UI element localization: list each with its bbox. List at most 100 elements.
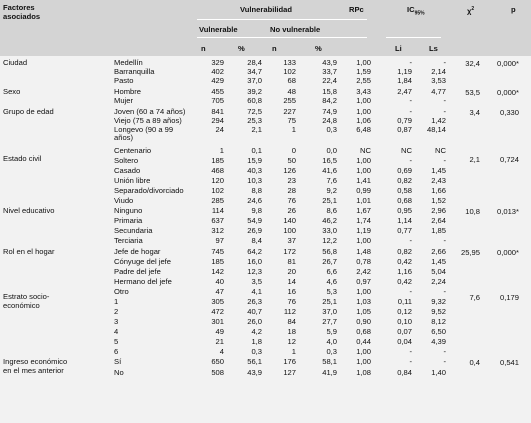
value-rpc: 3,43 xyxy=(356,87,371,96)
value-n2: 176 xyxy=(283,357,296,366)
value-p2: 84,2 xyxy=(322,96,337,105)
value-ls: 2,64 xyxy=(431,216,446,225)
value-rpc: 1,19 xyxy=(356,226,371,235)
value-n2: 48 xyxy=(287,87,296,96)
value-p2: 58,1 xyxy=(322,357,337,366)
header-p: p xyxy=(511,5,516,14)
value-li: 1,16 xyxy=(397,267,412,276)
category-label: Jefe de hogar xyxy=(114,247,161,256)
category-label: 6 xyxy=(114,347,119,356)
value-ls: 2,96 xyxy=(431,206,446,215)
value-p2: 9,2 xyxy=(326,186,337,195)
value-li: 0,10 xyxy=(397,317,412,326)
value-p2: 4,0 xyxy=(326,337,337,346)
value-n2: 227 xyxy=(283,107,296,116)
value-ls: 1,40 xyxy=(431,368,446,377)
value-p2: 0,3 xyxy=(326,347,337,356)
value-p2: 43,9 xyxy=(322,58,337,67)
p-value: 0,013* xyxy=(497,207,519,216)
value-li: - xyxy=(409,96,412,105)
value-li: 2,47 xyxy=(397,87,412,96)
value-n1: 142 xyxy=(211,267,224,276)
header-n: n xyxy=(272,44,277,53)
category-label: Casado xyxy=(114,166,141,175)
category-label: Cónyuge del jefe xyxy=(114,257,171,266)
value-li: NC xyxy=(401,146,412,155)
value-p2: 0,3 xyxy=(326,125,337,134)
category-label: Hermano del jefe xyxy=(114,277,172,286)
value-rpc: 1,59 xyxy=(356,67,371,76)
value-n2: 133 xyxy=(283,58,296,67)
value-n2: 0 xyxy=(291,146,296,155)
value-rpc: 0,78 xyxy=(356,257,371,266)
value-n1: 21 xyxy=(215,337,224,346)
value-p1: 9,8 xyxy=(251,206,262,215)
value-li: - xyxy=(409,107,412,116)
group-label: Estado civil xyxy=(3,154,42,163)
p-value: 0,000* xyxy=(497,88,519,97)
value-li: 1,84 xyxy=(397,76,412,85)
value-li: 0,84 xyxy=(397,368,412,377)
header-no-vulnerable: No vulnerable xyxy=(270,25,321,34)
header-pct: % xyxy=(315,44,322,53)
value-p1: 54,9 xyxy=(247,216,262,225)
header-factor: asociados xyxy=(3,12,41,21)
table-body xyxy=(0,56,531,423)
value-n1: 49 xyxy=(215,327,224,336)
value-p2: 5,3 xyxy=(326,287,337,296)
value-p1: 34,7 xyxy=(247,67,262,76)
value-rpc: 1,00 xyxy=(356,156,371,165)
value-li: 0,11 xyxy=(397,297,412,306)
value-n1: 637 xyxy=(211,216,224,225)
value-ls: - xyxy=(443,236,446,245)
value-rpc: 2,42 xyxy=(356,267,371,276)
value-li: 0,58 xyxy=(397,186,412,195)
value-rpc: 0,99 xyxy=(356,186,371,195)
category-label: 2 xyxy=(114,307,119,316)
value-n2: 140 xyxy=(283,216,296,225)
value-p1: 4,2 xyxy=(251,327,262,336)
value-ls: 1,42 xyxy=(431,116,446,125)
header-ic: IC95% xyxy=(407,5,425,17)
value-p1: 24,6 xyxy=(247,196,262,205)
value-p2: 8,6 xyxy=(326,206,337,215)
value-li: - xyxy=(409,347,412,356)
category-label: años) xyxy=(114,133,133,142)
header-pct: % xyxy=(238,44,245,53)
category-label: Viudo xyxy=(114,196,134,205)
value-ls: 1,52 xyxy=(431,196,446,205)
value-p1: 43,9 xyxy=(247,368,262,377)
value-ls: 48,14 xyxy=(426,125,446,134)
value-n1: 429 xyxy=(211,76,224,85)
value-n1: 841 xyxy=(211,107,224,116)
header-rpc: RPc xyxy=(349,5,364,14)
value-n1: 455 xyxy=(211,87,224,96)
header-divider xyxy=(197,37,367,38)
value-p2: 74,9 xyxy=(322,107,337,116)
header-chi: χ2 xyxy=(467,6,475,16)
category-label: Separado/divorciado xyxy=(114,186,184,195)
value-p2: 46,2 xyxy=(322,216,337,225)
chi-value: 25,95 xyxy=(460,248,480,257)
value-ls: - xyxy=(443,156,446,165)
value-li: 0,79 xyxy=(397,116,412,125)
value-n1: 294 xyxy=(211,116,224,125)
value-li: 0,77 xyxy=(397,226,412,235)
value-p2: 22,4 xyxy=(322,76,337,85)
category-label: Medellín xyxy=(114,58,143,67)
value-n1: 114 xyxy=(211,206,224,215)
value-p2: 56,8 xyxy=(322,247,337,256)
value-p2: 41,6 xyxy=(322,166,337,175)
value-n2: 14 xyxy=(287,277,296,286)
value-n1: 24 xyxy=(215,125,224,134)
value-rpc: 1,67 xyxy=(356,206,371,215)
value-p1: 0,3 xyxy=(251,347,262,356)
value-n1: 468 xyxy=(211,166,224,175)
category-label: Unión libre xyxy=(114,176,151,185)
value-ls: 5,04 xyxy=(431,267,446,276)
value-p1: 26,0 xyxy=(247,317,262,326)
header-divider xyxy=(386,37,441,38)
value-ls: 9,32 xyxy=(431,297,446,306)
value-rpc: 1,00 xyxy=(356,58,371,67)
value-li: 1,19 xyxy=(397,67,412,76)
